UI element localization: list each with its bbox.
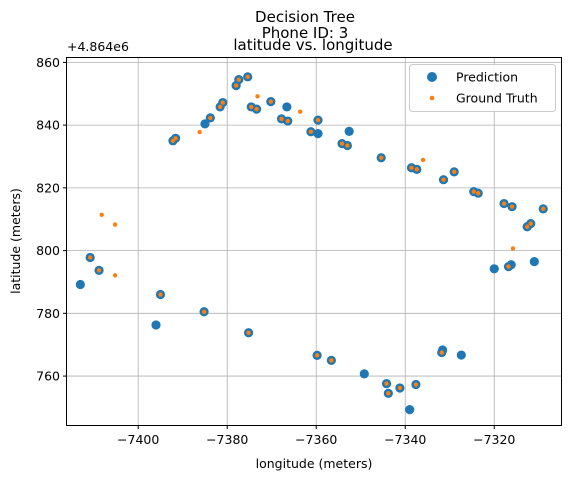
- ground-truth-point: [329, 358, 334, 363]
- ground-truth-point: [384, 381, 389, 386]
- legend-label-ground-truth: Ground Truth: [456, 91, 538, 106]
- ground-truth-point: [314, 353, 320, 358]
- legend-marker-ground-truth: [429, 95, 435, 101]
- ground-truth-point: [451, 169, 457, 175]
- prediction-point: [359, 369, 369, 379]
- x-tick-label: −7320: [473, 432, 515, 447]
- x-tick-label: −7340: [384, 432, 426, 447]
- chart-title-line-3: latitude vs. longitude: [233, 36, 392, 54]
- ground-truth-point: [87, 255, 93, 260]
- x-tick-label: −7360: [295, 432, 337, 447]
- ground-truth-point: [173, 136, 178, 141]
- ground-truth-point: [298, 109, 303, 114]
- ground-truth-point: [420, 157, 426, 163]
- ground-truth-point: [386, 391, 391, 396]
- ground-truth-point: [245, 74, 250, 80]
- ground-truth-point: [308, 129, 314, 134]
- ground-truth-point: [379, 155, 384, 160]
- x-axis-label: longitude (meters): [256, 456, 373, 471]
- ground-truth-point: [112, 273, 118, 278]
- ground-truth-point: [233, 83, 239, 88]
- ground-truth-point: [476, 190, 481, 196]
- legend-marker-prediction: [427, 72, 437, 82]
- ground-truth-point: [208, 115, 213, 121]
- plot-frame: [66, 57, 562, 426]
- chart-title-line-1: Decision Tree: [255, 8, 355, 26]
- prediction-point: [75, 279, 85, 290]
- ground-truth-point: [158, 292, 163, 297]
- ground-truth-point: [268, 99, 274, 104]
- y-offset-label: +4.864e6: [67, 39, 129, 54]
- ground-truth-point: [501, 201, 507, 206]
- ground-truth-point: [345, 143, 350, 148]
- prediction-point: [405, 405, 415, 415]
- prediction-point: [151, 320, 161, 330]
- y-tick-label: 780: [36, 306, 60, 321]
- ground-truth-point: [220, 100, 225, 105]
- x-tick-label: −7380: [206, 432, 248, 447]
- chart-title-line-2: Phone ID: 3: [262, 24, 349, 42]
- ground-truth-point: [339, 141, 345, 146]
- prediction-point: [489, 264, 499, 274]
- prediction-point: [313, 128, 323, 139]
- legend-label-prediction: Prediction: [456, 70, 518, 85]
- ground-truth-point: [509, 204, 515, 209]
- y-axis-label: latitude (meters): [8, 188, 23, 294]
- ground-truth-point: [471, 189, 476, 194]
- grid-lines: [67, 58, 561, 425]
- ground-truth-point: [439, 350, 444, 355]
- ground-truth-point: [524, 224, 530, 229]
- ground-truth-point: [255, 94, 260, 99]
- y-tick-label: 820: [36, 180, 60, 195]
- ground-truth-point: [197, 129, 202, 135]
- legend: Prediction Ground Truth: [409, 64, 556, 112]
- y-tick-label: 760: [36, 369, 60, 384]
- y-tick-label: 860: [36, 55, 60, 70]
- x-tick-label: −7400: [117, 432, 159, 447]
- ground-truth-point: [217, 104, 223, 110]
- ground-truth-point: [279, 116, 284, 122]
- ground-truth-point: [96, 268, 102, 273]
- ground-truth-point: [409, 165, 414, 170]
- ground-truth-point: [246, 330, 251, 335]
- ground-truth-point: [528, 221, 533, 226]
- ground-truth-point: [441, 177, 446, 182]
- legend-box: [409, 64, 556, 112]
- ground-truth-point: [201, 309, 207, 314]
- ground-truth-point: [285, 118, 290, 124]
- axis-ticks: −7400 −7380 −7360 −7340 −7320 760 780 800 820 840…: [36, 55, 515, 447]
- prediction-point: [456, 350, 466, 360]
- y-tick-label: 800: [36, 243, 60, 258]
- ground-truth-point: [506, 264, 511, 269]
- prediction-point: [529, 256, 539, 267]
- ground-truth-point: [249, 104, 254, 110]
- ground-truth-point: [254, 106, 259, 112]
- ground-truth-point: [99, 212, 104, 218]
- ground-truth-point: [414, 167, 420, 172]
- ground-truth-point: [413, 382, 419, 387]
- prediction-point: [282, 102, 292, 112]
- prediction-point: [344, 126, 354, 136]
- ground-truth-point: [236, 77, 241, 82]
- data-points: [75, 72, 548, 415]
- ground-truth-point: [112, 222, 118, 227]
- ground-truth-point: [510, 246, 516, 251]
- ground-truth-point: [315, 117, 321, 123]
- y-tick-label: 840: [36, 118, 60, 133]
- prediction-point: [200, 119, 210, 129]
- ground-truth-point: [397, 385, 403, 391]
- ground-truth-point: [540, 206, 546, 212]
